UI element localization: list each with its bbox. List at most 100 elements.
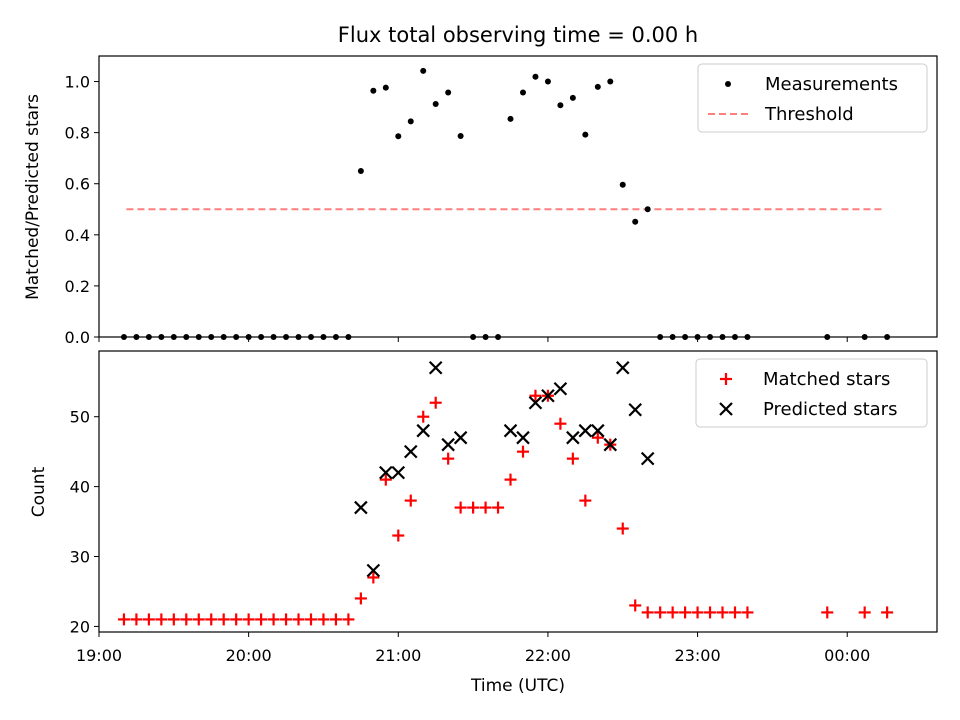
predicted-star-point [379, 465, 393, 480]
top-ytick-label: 0.0 [65, 328, 90, 347]
measurement-point [644, 206, 651, 213]
top-plot-frame [98, 55, 938, 338]
matched-star-point [616, 522, 629, 535]
matched-star-point [304, 613, 317, 626]
matched-star-point [155, 613, 168, 626]
matched-star-point [479, 501, 492, 514]
matched-star-point [679, 606, 692, 619]
measurement-point [557, 102, 564, 109]
predicted-star-point [391, 465, 406, 480]
measurement-point [370, 87, 377, 94]
matched-star-point [629, 599, 642, 612]
predicted-star-point [640, 451, 655, 466]
matched-star-point [529, 389, 542, 402]
predicted-star-point [416, 423, 431, 438]
bottom-y-axis-label: Count [29, 466, 49, 517]
matched-star-point [417, 410, 430, 423]
predicted-star-point [503, 423, 518, 438]
xtick-label: 21:00 [375, 646, 421, 665]
measurement-point [507, 115, 514, 122]
matched-star-point [579, 494, 592, 507]
matched-star-point [554, 417, 567, 430]
matched-star-point [704, 606, 717, 619]
measurement-point [357, 167, 364, 174]
bottom-legend-box [695, 358, 928, 428]
measurement-point [382, 84, 389, 91]
measurement-point [607, 78, 614, 85]
matched-star-point [267, 613, 280, 626]
matched-star-point [654, 606, 667, 619]
matched-star-point [142, 613, 155, 626]
xtick-label: 22:00 [525, 646, 571, 665]
predicted-star-point [578, 423, 593, 438]
predicted-star-point [628, 402, 642, 417]
bottom-ytick-label: 40 [70, 478, 90, 497]
top-panel: Flux total observing time = 0.00 h 0.0 0.… [23, 23, 938, 347]
matched-star-point [716, 606, 729, 619]
matched-star-point [367, 571, 380, 584]
bottom-legend: Matched stars Predicted stars [695, 358, 928, 428]
predicted-star-point [516, 430, 530, 445]
predicted-star-point [366, 563, 381, 578]
matched-star-point [429, 396, 442, 409]
matched-star-point [342, 613, 355, 626]
legend-measurements-marker [725, 81, 731, 87]
matched-star-point [255, 613, 268, 626]
matched-star-point [242, 613, 255, 626]
measurement-point [420, 67, 427, 74]
matched-star-point [180, 613, 193, 626]
bottom-xticks: 19:00 20:00 21:00 22:00 23:00 00:00 [76, 632, 870, 665]
matched-star-point [130, 613, 143, 626]
matched-star-point [117, 613, 130, 626]
matched-star-point [741, 606, 754, 619]
bottom-ytick-label: 30 [70, 548, 90, 567]
xtick-label: 23:00 [675, 646, 721, 665]
predicted-star-point [453, 430, 468, 445]
top-ytick-label: 0.4 [65, 226, 90, 245]
matched-star-point [280, 613, 293, 626]
top-chart-title: Flux total observing time = 0.00 h [338, 23, 698, 47]
matched-star-point [566, 452, 579, 465]
matched-star-point [354, 592, 367, 605]
measurement-point [457, 132, 464, 139]
matched-star-point [641, 606, 654, 619]
x-axis-label: Time (UTC) [470, 676, 565, 696]
matched-star-point [379, 473, 392, 486]
predicted-star-point [428, 360, 443, 375]
top-legend-box [697, 63, 928, 133]
top-points-layer [120, 67, 891, 340]
predicted-star-point [403, 444, 418, 459]
matched-star-point [666, 606, 679, 619]
measurement-point [619, 181, 626, 188]
predicted-star-point [603, 437, 618, 452]
measurement-point [519, 89, 526, 96]
matched-star-point [392, 529, 405, 542]
matched-star-point [192, 613, 205, 626]
measurement-point [569, 94, 576, 101]
predicted-star-point [541, 388, 555, 403]
measurement-point [594, 83, 601, 90]
predicted-star-point [591, 423, 605, 438]
bottom-ytick-label: 20 [70, 617, 90, 636]
matched-star-point [167, 613, 180, 626]
matched-star-point [467, 501, 480, 514]
measurement-point [432, 101, 439, 108]
matched-star-point [691, 606, 704, 619]
matched-star-point [821, 606, 834, 619]
matched-star-point [205, 613, 218, 626]
top-ytick-label: 1.0 [65, 73, 90, 92]
predicted-star-point [553, 381, 568, 396]
matched-star-point [329, 613, 342, 626]
matched-star-point [858, 606, 871, 619]
predicted-star-point [528, 395, 543, 410]
bottom-ytick-label: 50 [70, 408, 90, 427]
bottom-yticks: 20 30 40 50 [70, 408, 99, 636]
measurement-point [407, 118, 414, 125]
matched-star-point [230, 613, 243, 626]
matched-star-point [881, 606, 894, 619]
top-ytick-label: 0.8 [65, 124, 90, 143]
matched-star-point [292, 613, 305, 626]
measurement-point [582, 131, 589, 138]
legend-measurements-label: Measurements [765, 74, 898, 95]
